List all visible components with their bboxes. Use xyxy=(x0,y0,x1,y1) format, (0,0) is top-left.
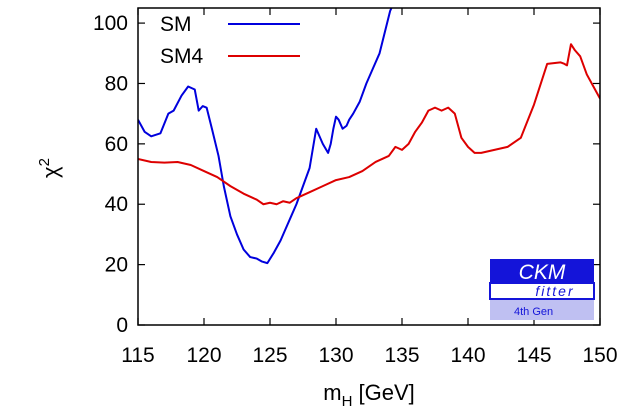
y-tick-label: 0 xyxy=(116,314,128,337)
legend-label-sm: SM xyxy=(160,13,192,36)
x-tick-label: 135 xyxy=(384,344,419,367)
legend: SM SM4 xyxy=(160,13,300,68)
logo-tag: 4th Gen xyxy=(514,306,553,318)
x-tick-label: 130 xyxy=(318,344,353,367)
logo-title: CKM xyxy=(519,261,566,284)
logo-subtitle: fitter xyxy=(535,283,574,299)
x-axis-label: mH [GeV] xyxy=(323,380,415,410)
y-tick-label: 80 xyxy=(105,72,128,95)
x-axis-label-subscript: H xyxy=(342,393,353,410)
x-tick-label: 150 xyxy=(582,344,617,367)
ckmfitter-logo: CKM fitter 4th Gen xyxy=(489,259,595,320)
x-tick-label: 145 xyxy=(516,344,551,367)
y-tick-label: 60 xyxy=(105,133,128,156)
y-tick-label: 20 xyxy=(105,254,128,277)
series-line-sm4 xyxy=(138,43,600,206)
plot-frame xyxy=(137,7,601,326)
legend-label-sm4: SM4 xyxy=(160,45,204,68)
x-tick-label: 125 xyxy=(252,344,287,367)
y-axis-label: χ2 xyxy=(36,158,63,178)
x-tick-label: 115 xyxy=(121,344,154,367)
x-tick-label: 140 xyxy=(450,344,485,367)
y-tick-label: 40 xyxy=(105,193,128,216)
series-line-sm xyxy=(138,8,393,265)
y-tick-label: 100 xyxy=(93,12,128,35)
x-tick-label: 120 xyxy=(186,344,221,367)
y-axis-label-superscript: 2 xyxy=(36,158,53,166)
